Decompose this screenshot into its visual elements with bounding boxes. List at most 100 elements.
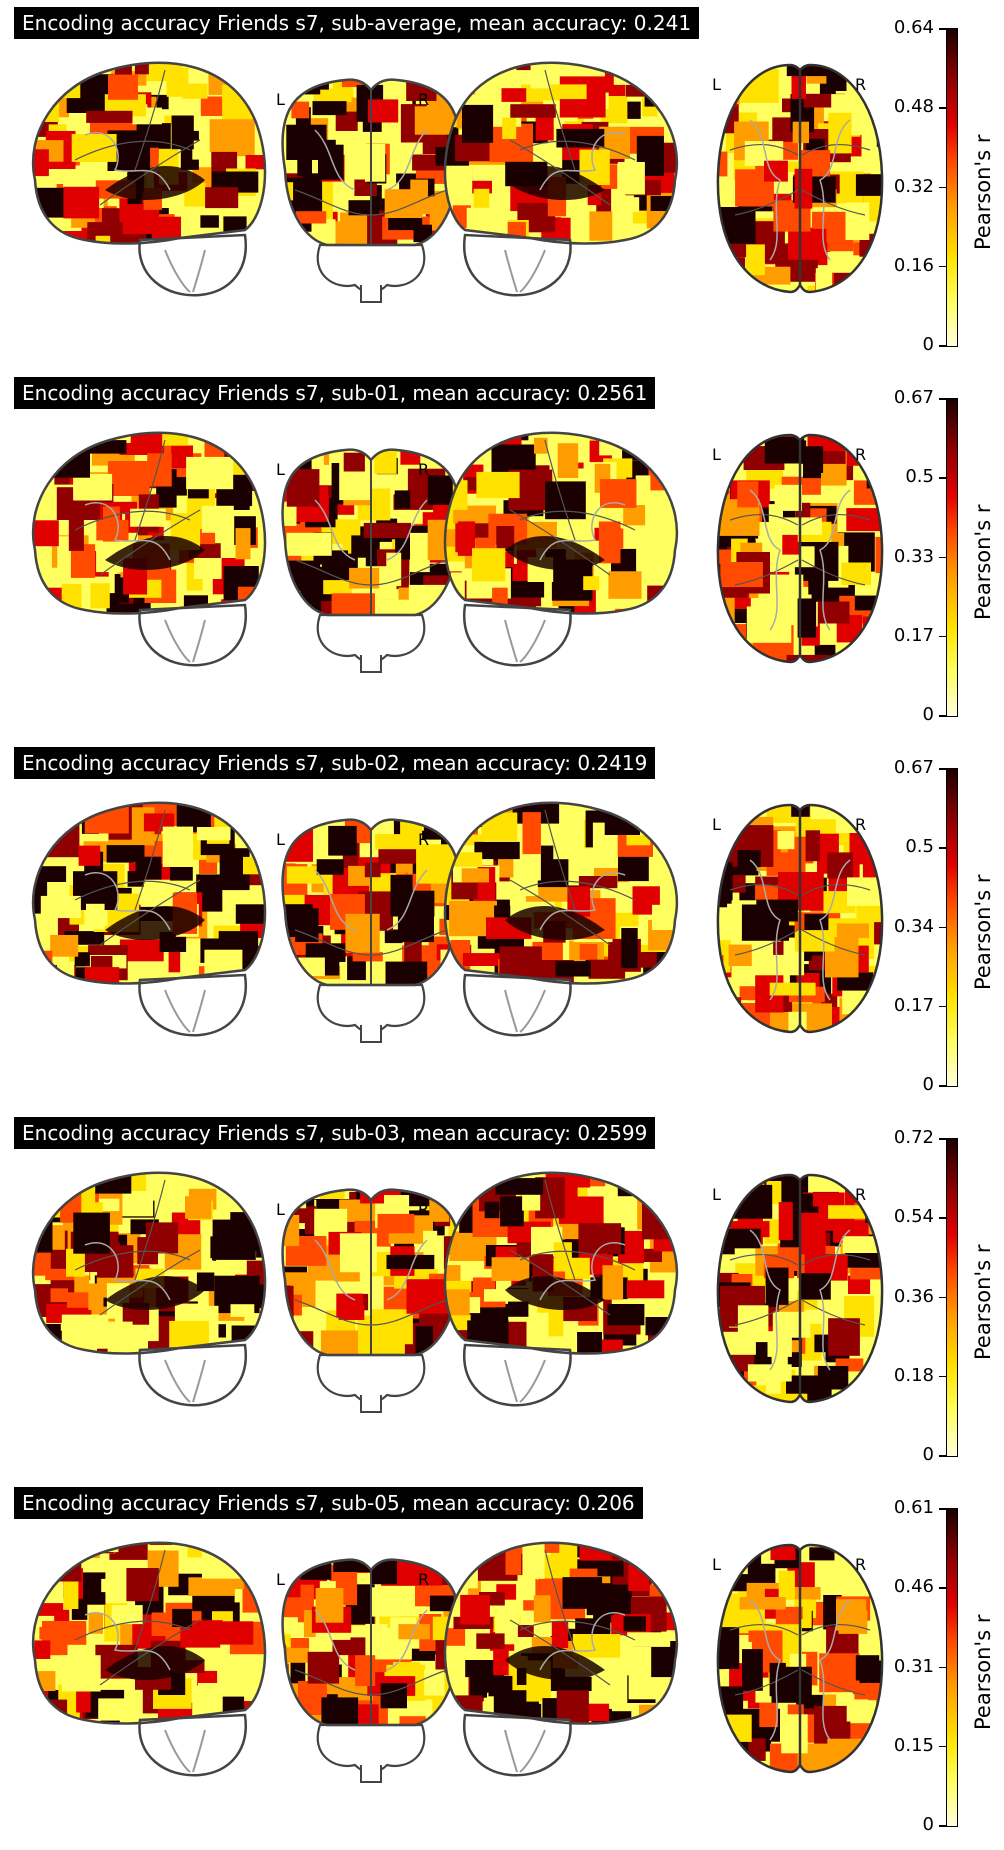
activation-patch xyxy=(198,1683,220,1701)
activation-patch xyxy=(812,601,850,624)
activation-patch xyxy=(46,1172,70,1198)
activation-patch xyxy=(613,62,634,85)
panel-title: Encoding accuracy Friends s7, sub-02, me… xyxy=(14,747,656,779)
activation-patch xyxy=(846,1699,869,1722)
activation-patch xyxy=(725,1184,773,1219)
activation-patch xyxy=(583,576,600,591)
colorbar-tick-label: 0.31 xyxy=(893,1655,934,1677)
activation-patch xyxy=(664,62,677,79)
activation-patch xyxy=(444,165,473,206)
activation-patch xyxy=(86,903,105,930)
activation-patch xyxy=(445,62,488,82)
panel-title: Encoding accuracy Friends s7, sub-averag… xyxy=(14,7,700,39)
activation-patch xyxy=(200,215,219,228)
colorbar-tick-label: 0.15 xyxy=(893,1734,934,1756)
activation-patch xyxy=(797,598,817,638)
colorbar-tick-mark xyxy=(939,926,946,928)
activation-patch xyxy=(717,494,730,534)
activation-patch xyxy=(652,904,677,930)
activation-patch xyxy=(476,1633,505,1649)
activation-patch xyxy=(717,231,727,244)
colorbar-tick-label: 0.5 xyxy=(905,836,934,858)
colorbar-tick-mark xyxy=(939,635,946,638)
activation-patch xyxy=(225,62,244,84)
coronal-right-label: R xyxy=(418,1570,430,1589)
activation-patch xyxy=(343,452,365,472)
activation-patch xyxy=(98,1698,142,1721)
activation-patch xyxy=(623,505,646,526)
activation-patch xyxy=(491,1257,530,1281)
activation-patch xyxy=(510,104,556,118)
colorbar-tick-label: 0.33 xyxy=(893,545,934,567)
activation-patch xyxy=(282,560,321,592)
activation-patch xyxy=(794,168,813,209)
colorbar-tick-mark xyxy=(939,186,946,188)
activation-patch xyxy=(339,1199,376,1222)
activation-patch xyxy=(449,802,473,817)
activation-patch xyxy=(335,111,358,131)
activation-patch xyxy=(40,895,81,919)
colorbar-label: Pearson's r xyxy=(971,1244,995,1360)
activation-patch xyxy=(717,1627,740,1669)
activation-patch xyxy=(78,845,101,866)
coronal-right-label: R xyxy=(418,1200,430,1219)
activation-patch xyxy=(282,958,296,985)
colorbar-tick-label: 0.17 xyxy=(893,994,934,1016)
axial-left-label: L xyxy=(712,75,721,94)
activation-patch xyxy=(55,1542,82,1582)
activation-patch xyxy=(652,432,677,449)
activation-patch xyxy=(457,521,476,556)
activation-patch xyxy=(73,1212,110,1254)
activation-patch xyxy=(717,151,728,177)
activation-patch xyxy=(545,481,586,520)
activation-patch xyxy=(742,1649,763,1691)
activation-patch xyxy=(814,1705,851,1745)
activation-patch xyxy=(550,84,587,100)
activation-patch xyxy=(331,593,375,615)
activation-patch xyxy=(282,79,329,90)
activation-patch xyxy=(171,115,194,150)
activation-patch xyxy=(218,931,259,954)
activation-patch xyxy=(444,1628,466,1646)
activation-patch xyxy=(663,456,677,470)
activation-patch xyxy=(855,271,883,292)
activation-patch xyxy=(501,88,527,102)
activation-patch xyxy=(130,508,166,527)
colorbar-tick-mark xyxy=(939,1138,946,1140)
colorbar-tick-mark xyxy=(939,265,946,268)
activation-patch xyxy=(63,1579,79,1609)
activation-patch xyxy=(336,1293,364,1318)
colorbar-tick-label: 0 xyxy=(922,334,934,355)
activation-patch xyxy=(282,1705,301,1725)
activation-patch xyxy=(855,1655,880,1681)
activation-patch xyxy=(855,1383,883,1399)
activation-patch xyxy=(400,819,423,846)
activation-patch xyxy=(624,802,656,814)
activation-patch xyxy=(68,516,84,551)
colorbar-tick-mark xyxy=(939,1666,946,1668)
activation-patch xyxy=(390,874,413,914)
colorbar-tick-mark xyxy=(939,1296,946,1298)
activation-patch xyxy=(355,1655,376,1687)
activation-patch xyxy=(462,953,508,966)
activation-patch xyxy=(209,119,255,152)
activation-patch xyxy=(413,224,432,243)
activation-patch xyxy=(44,443,64,458)
axial-right-label: R xyxy=(855,815,867,834)
activation-patch xyxy=(617,162,645,195)
activation-patch xyxy=(589,211,613,241)
activation-patch xyxy=(217,1654,258,1697)
colorbar-tick-label: 0.72 xyxy=(893,1127,934,1148)
activation-patch xyxy=(282,1592,303,1618)
activation-patch xyxy=(794,930,835,952)
activation-patch xyxy=(632,952,657,968)
activation-patch xyxy=(484,1201,500,1219)
activation-patch xyxy=(71,134,117,162)
colorbar xyxy=(946,398,958,717)
activation-patch xyxy=(371,1587,398,1617)
activation-patch xyxy=(607,1304,645,1326)
activation-patch xyxy=(588,959,626,979)
activation-patch xyxy=(819,1653,860,1693)
activation-patch xyxy=(600,528,624,549)
activation-patch xyxy=(73,473,113,501)
